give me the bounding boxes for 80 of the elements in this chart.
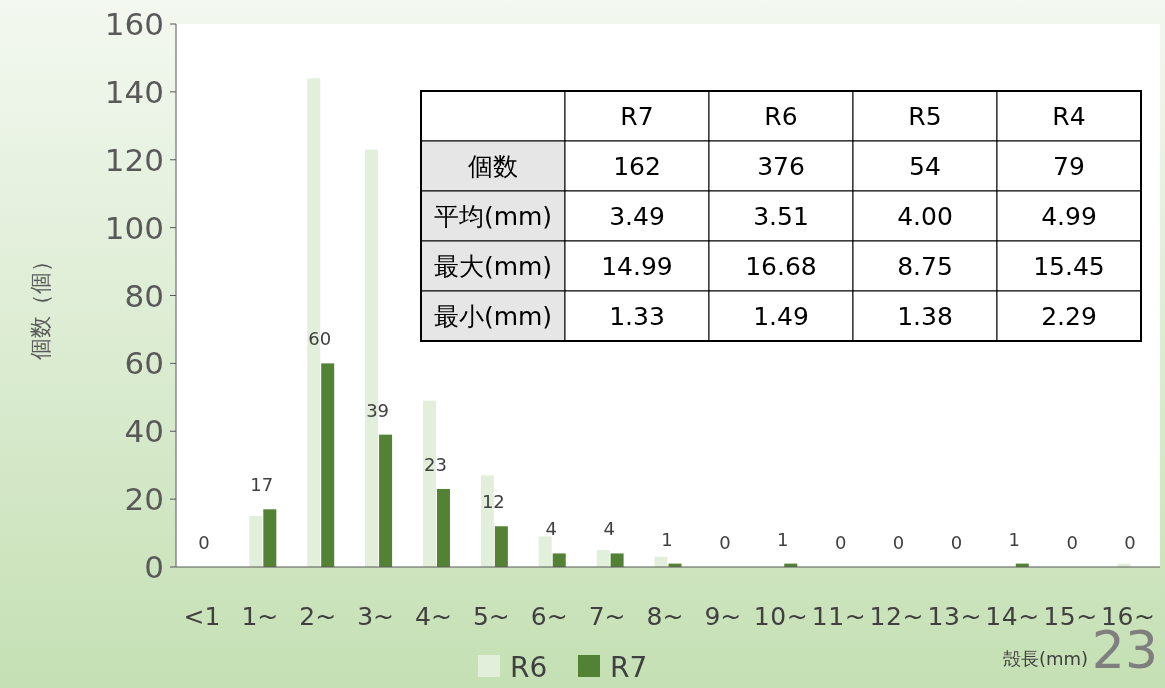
bar bbox=[552, 553, 566, 567]
x-tick-label: 13~ bbox=[927, 602, 982, 631]
x-tick-label: 12~ bbox=[869, 602, 924, 631]
text: 376 bbox=[757, 152, 805, 181]
category-label: R4 bbox=[1052, 102, 1086, 131]
text: 1.33 bbox=[609, 302, 665, 331]
category-label: 最大(mm) bbox=[433, 252, 553, 281]
bar bbox=[596, 550, 610, 567]
x-axis-title: 殻長(mm) bbox=[1002, 648, 1088, 669]
text: 79 bbox=[1053, 152, 1085, 181]
bar bbox=[263, 509, 277, 567]
y-tick-label: 60 bbox=[124, 345, 164, 382]
text: 162 bbox=[613, 152, 661, 181]
x-tick-label: 1~ bbox=[241, 602, 279, 631]
y-tick-label: 160 bbox=[104, 6, 164, 42]
data-label: 0 bbox=[950, 532, 963, 553]
text: 1.49 bbox=[753, 302, 809, 331]
x-tick-label: 14~ bbox=[985, 602, 1040, 631]
data-label: 0 bbox=[1066, 532, 1078, 553]
bar bbox=[249, 516, 263, 567]
data-label: 4 bbox=[545, 518, 557, 540]
data-label: 0 bbox=[719, 532, 731, 553]
data-label: 1 bbox=[777, 528, 789, 550]
text: 54 bbox=[909, 152, 941, 181]
x-tick-label: 2~ bbox=[299, 602, 337, 631]
data-label: 23 bbox=[424, 453, 447, 475]
bar bbox=[538, 536, 552, 567]
data-label: 39 bbox=[366, 399, 390, 421]
data-label: 1 bbox=[1008, 528, 1021, 550]
data-label: 0 bbox=[834, 532, 847, 553]
category-label: 平均(mm) bbox=[433, 202, 553, 231]
x-tick-label: 3~ bbox=[357, 602, 395, 631]
x-tick-label: 8~ bbox=[646, 602, 684, 631]
category-label: R5 bbox=[908, 102, 942, 131]
x-tick-label: 9~ bbox=[704, 602, 742, 631]
text: 16.68 bbox=[745, 252, 817, 281]
data-label: 0 bbox=[1124, 532, 1136, 553]
legend-label: R6 bbox=[510, 651, 548, 684]
x-tick-label: 6~ bbox=[530, 602, 568, 631]
x-tick-label: 7~ bbox=[588, 602, 626, 631]
x-tick-label: 15~ bbox=[1043, 602, 1098, 631]
y-tick-label: 20 bbox=[124, 481, 164, 518]
bar bbox=[610, 553, 624, 567]
category-label: 個数 bbox=[468, 152, 518, 181]
y-tick-label: 120 bbox=[104, 141, 164, 178]
text: 2.29 bbox=[1041, 302, 1097, 331]
text: 4.00 bbox=[897, 202, 953, 231]
y-tick-label: 0 bbox=[144, 549, 164, 585]
y-tick-label: 80 bbox=[124, 277, 164, 314]
x-tick-label: <1 bbox=[183, 602, 221, 631]
legend-label: R7 bbox=[610, 651, 648, 684]
data-label: 0 bbox=[892, 532, 905, 553]
data-label: 4 bbox=[603, 518, 615, 540]
y-tick-label: 100 bbox=[104, 209, 164, 246]
y-tick-label: 40 bbox=[124, 413, 164, 450]
category-label: 最小(mm) bbox=[433, 302, 553, 331]
bar bbox=[436, 488, 450, 567]
data-label: 17 bbox=[250, 474, 274, 496]
bar bbox=[379, 434, 393, 567]
text: 15.45 bbox=[1033, 252, 1105, 281]
text: 3.49 bbox=[609, 202, 665, 231]
data-label: 1 bbox=[661, 528, 673, 550]
y-axis-title: 個数（個） bbox=[28, 250, 53, 360]
data-label: 12 bbox=[481, 491, 505, 513]
y-tick-label: 140 bbox=[104, 73, 164, 110]
x-tick-label: 5~ bbox=[472, 602, 510, 631]
x-tick-label: 10~ bbox=[753, 602, 808, 631]
bar bbox=[494, 526, 508, 567]
category-label: R7 bbox=[620, 102, 654, 131]
text: 1.38 bbox=[897, 302, 953, 331]
bar bbox=[321, 363, 335, 567]
text: 14.99 bbox=[601, 252, 673, 281]
x-tick-label: 4~ bbox=[415, 602, 452, 631]
text: 4.99 bbox=[1041, 202, 1097, 231]
data-label: 60 bbox=[308, 328, 332, 350]
text: 8.75 bbox=[897, 252, 953, 281]
data-label: 0 bbox=[198, 532, 210, 553]
x-tick-label: 11~ bbox=[811, 602, 866, 631]
text: 3.51 bbox=[753, 202, 809, 231]
category-label: R6 bbox=[764, 102, 798, 131]
